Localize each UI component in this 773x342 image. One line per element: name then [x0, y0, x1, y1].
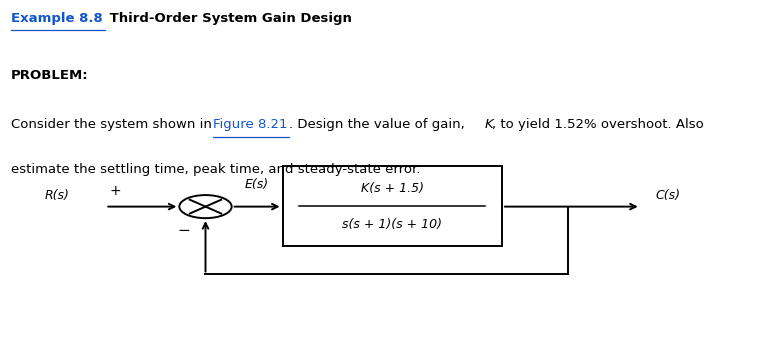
Text: K(s + 1.5): K(s + 1.5)	[361, 182, 424, 195]
Text: estimate the settling time, peak time, and steady-state error.: estimate the settling time, peak time, a…	[11, 162, 420, 175]
Text: Third-Order System Gain Design: Third-Order System Gain Design	[105, 12, 352, 25]
Text: +: +	[110, 184, 121, 198]
Text: Consider the system shown in: Consider the system shown in	[11, 118, 216, 131]
Text: E(s): E(s)	[245, 179, 269, 192]
Text: s(s + 1)(s + 10): s(s + 1)(s + 10)	[342, 218, 442, 231]
Text: C(s): C(s)	[656, 188, 680, 201]
Text: Figure 8.21: Figure 8.21	[213, 118, 288, 131]
Text: −: −	[178, 223, 190, 238]
Text: . Design the value of gain,: . Design the value of gain,	[289, 118, 469, 131]
Text: , to yield 1.52% overshoot. Also: , to yield 1.52% overshoot. Also	[492, 118, 703, 131]
Text: Example 8.8: Example 8.8	[11, 12, 102, 25]
Text: R(s): R(s)	[44, 188, 70, 201]
Bar	[282, 166, 502, 246]
Text: K: K	[485, 118, 493, 131]
Text: PROBLEM:: PROBLEM:	[11, 69, 88, 82]
